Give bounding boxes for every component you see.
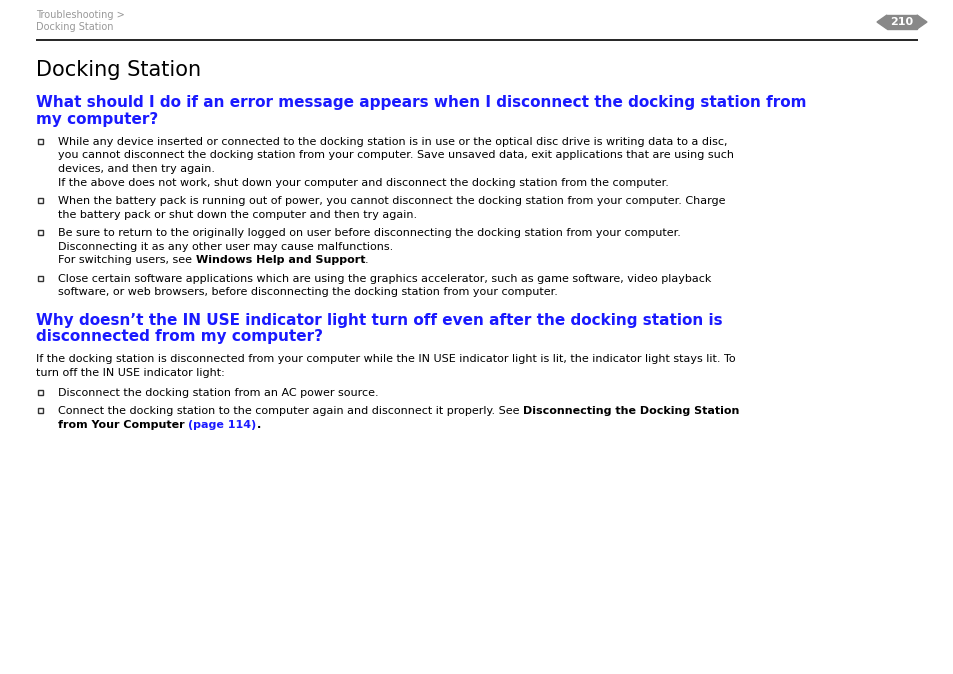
Bar bbox=[38, 198, 43, 203]
Text: disconnected from my computer?: disconnected from my computer? bbox=[36, 330, 323, 344]
Bar bbox=[38, 408, 43, 413]
Text: If the docking station is disconnected from your computer while the IN USE indic: If the docking station is disconnected f… bbox=[36, 355, 735, 365]
Text: For switching users, see: For switching users, see bbox=[58, 255, 195, 265]
Text: software, or web browsers, before disconnecting the docking station from your co: software, or web browsers, before discon… bbox=[58, 287, 558, 297]
Text: 210: 210 bbox=[889, 17, 913, 27]
Text: What should I do if an error message appears when I disconnect the docking stati: What should I do if an error message app… bbox=[36, 95, 805, 110]
Bar bbox=[38, 139, 43, 144]
Text: Be sure to return to the originally logged on user before disconnecting the dock: Be sure to return to the originally logg… bbox=[58, 228, 680, 238]
Polygon shape bbox=[916, 15, 926, 29]
Text: (page 114): (page 114) bbox=[189, 419, 256, 429]
Text: Docking Station: Docking Station bbox=[36, 22, 113, 32]
Text: from Your Computer: from Your Computer bbox=[58, 419, 189, 429]
Bar bbox=[38, 230, 43, 235]
Text: the battery pack or shut down the computer and then try again.: the battery pack or shut down the comput… bbox=[58, 210, 416, 220]
Bar bbox=[38, 276, 43, 280]
Text: Troubleshooting >: Troubleshooting > bbox=[36, 10, 125, 20]
Text: turn off the IN USE indicator light:: turn off the IN USE indicator light: bbox=[36, 368, 225, 378]
Text: Close certain software applications which are using the graphics accelerator, su: Close certain software applications whic… bbox=[58, 274, 711, 284]
Text: Why doesn’t the IN USE indicator light turn off even after the docking station i: Why doesn’t the IN USE indicator light t… bbox=[36, 313, 721, 328]
Text: .: . bbox=[365, 255, 368, 265]
Bar bbox=[38, 390, 43, 394]
Bar bbox=[886, 15, 916, 29]
Text: my computer?: my computer? bbox=[36, 112, 158, 127]
Text: Disconnect the docking station from an AC power source.: Disconnect the docking station from an A… bbox=[58, 388, 378, 398]
Text: If the above does not work, shut down your computer and disconnect the docking s: If the above does not work, shut down yo… bbox=[58, 177, 668, 187]
Text: Docking Station: Docking Station bbox=[36, 60, 201, 80]
Text: Windows Help and Support: Windows Help and Support bbox=[195, 255, 365, 265]
Text: devices, and then try again.: devices, and then try again. bbox=[58, 164, 214, 174]
Text: While any device inserted or connected to the docking station is in use or the o: While any device inserted or connected t… bbox=[58, 137, 727, 147]
Text: you cannot disconnect the docking station from your computer. Save unsaved data,: you cannot disconnect the docking statio… bbox=[58, 150, 733, 160]
Polygon shape bbox=[876, 15, 886, 29]
Text: .: . bbox=[256, 419, 261, 429]
Text: When the battery pack is running out of power, you cannot disconnect the docking: When the battery pack is running out of … bbox=[58, 196, 724, 206]
Text: Disconnecting it as any other user may cause malfunctions.: Disconnecting it as any other user may c… bbox=[58, 241, 393, 251]
Text: Disconnecting the Docking Station: Disconnecting the Docking Station bbox=[522, 406, 739, 416]
Text: Connect the docking station to the computer again and disconnect it properly. Se: Connect the docking station to the compu… bbox=[58, 406, 522, 416]
